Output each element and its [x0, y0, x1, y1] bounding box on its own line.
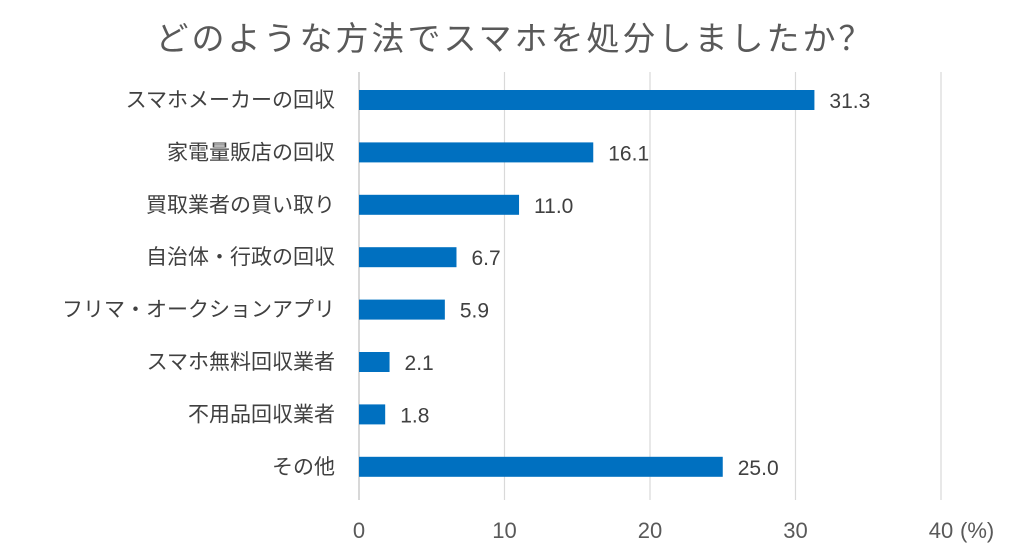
data-label: 25.0	[738, 457, 779, 480]
bar	[359, 142, 594, 163]
data-label: 1.8	[400, 404, 429, 427]
bar	[359, 299, 445, 320]
data-labels: 31.3 16.1 11.0 6.7 5.9 2.1 1.8 25.0	[400, 90, 870, 480]
bar	[359, 90, 815, 110]
category-label: スマホ無料回収業者	[147, 350, 335, 374]
data-label: 31.3	[829, 90, 870, 113]
data-label: 2.1	[405, 352, 434, 375]
x-tick-label: 30	[783, 518, 807, 543]
bar	[359, 404, 386, 425]
x-tick-label: 0	[353, 518, 365, 543]
bars	[359, 90, 815, 477]
category-labels: スマホメーカーの回収家電量販店の回収買取業者の買い取り自治体・行政の回収フリマ・…	[62, 88, 335, 479]
category-label: 自治体・行政の回収	[146, 245, 335, 269]
data-label: 6.7	[471, 247, 500, 270]
category-label: その他	[272, 455, 335, 479]
bar	[359, 194, 520, 215]
x-axis-unit: (%)	[960, 518, 994, 543]
category-label: 不用品回収業者	[188, 402, 335, 426]
x-axis-ticks: 0 10 20 30 40	[353, 518, 953, 543]
x-tick-label: 20	[638, 518, 662, 543]
chart-title: どのような方法でスマホを処分しましたか？	[155, 19, 874, 58]
bar	[359, 247, 457, 268]
data-label: 11.0	[534, 195, 573, 218]
bar	[359, 352, 390, 372]
category-label: フリマ・オークションアプリ	[62, 298, 335, 322]
bar	[359, 456, 723, 477]
data-label: 16.1	[608, 142, 649, 165]
category-label: スマホメーカーの回収	[126, 88, 335, 112]
category-label: 家電量販店の回収	[167, 140, 335, 164]
x-tick-label: 10	[492, 518, 516, 543]
data-label: 5.9	[460, 300, 489, 323]
category-label: 買取業者の買い取り	[146, 193, 335, 217]
x-tick-label: 40	[929, 518, 953, 543]
gridlines	[358, 72, 942, 500]
